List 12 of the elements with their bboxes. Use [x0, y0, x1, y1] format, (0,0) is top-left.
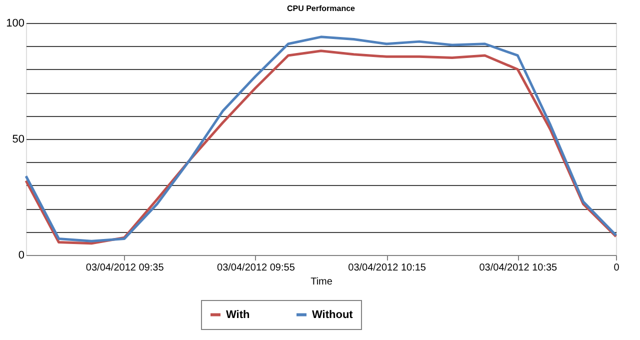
legend-label: Without [312, 308, 354, 321]
x-tick-label: 03/04/2012 10:15 [348, 262, 426, 274]
x-tick-label: 03/04/2012 09:35 [86, 262, 164, 274]
x-tick-label: 03/04/2012 10:35 [479, 262, 558, 274]
x-tick-label: 0 [614, 262, 620, 274]
y-tick-label: 50 [12, 134, 24, 146]
x-tick-label: 03/04/2012 09:55 [217, 262, 296, 274]
x-axis-title: Time [310, 276, 333, 288]
y-tick-label: 0 [18, 250, 24, 262]
chart-title: CPU Performance [286, 4, 356, 13]
legend-label: With [226, 308, 250, 321]
y-tick-label: 100 [6, 18, 24, 30]
